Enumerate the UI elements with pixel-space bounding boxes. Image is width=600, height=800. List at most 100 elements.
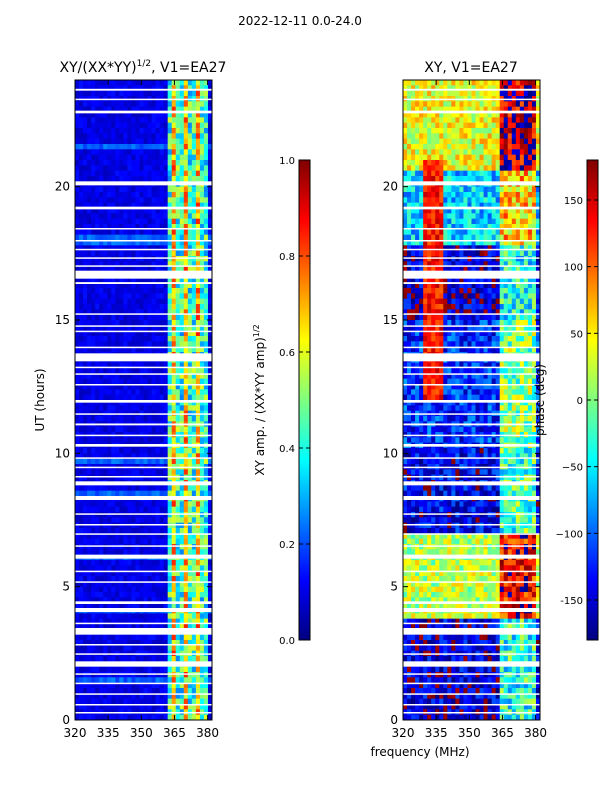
phase-cell <box>427 133 432 140</box>
amplitude-cell <box>191 234 197 241</box>
amplitude-cell <box>203 197 209 204</box>
amplitude-cell <box>131 672 137 678</box>
amplitude-cell <box>183 304 189 310</box>
phase-cell <box>487 160 493 166</box>
amplitude-cell <box>83 458 88 465</box>
amplitude-cell <box>195 666 201 673</box>
amplitude-cell <box>151 613 157 620</box>
amplitude-cell <box>95 597 100 604</box>
phase-cell <box>431 154 436 161</box>
amplitude-cell <box>103 704 108 710</box>
amplitude-cell <box>139 165 145 172</box>
amplitude-cell <box>103 170 108 177</box>
amplitude-cell <box>99 320 104 326</box>
amplitude-cell <box>199 293 205 300</box>
amplitude-cell <box>107 240 112 246</box>
amplitude-cell <box>111 245 116 252</box>
y-tick-label: 20 <box>55 180 70 194</box>
amplitude-cell <box>111 106 116 113</box>
amplitude-cell <box>91 282 96 289</box>
amplitude-cell <box>207 309 212 316</box>
amplitude-cell <box>159 597 165 604</box>
amplitude-cell <box>83 506 88 513</box>
amplitude-cell <box>115 208 120 214</box>
amplitude-cell <box>183 597 189 604</box>
amplitude-cell <box>95 309 100 316</box>
phase-cell <box>471 117 477 124</box>
amplitude-cell <box>167 378 173 385</box>
amplitude-cell <box>199 314 205 321</box>
phase-cell <box>503 176 509 182</box>
amplitude-cell <box>123 106 128 113</box>
phase-cell <box>419 149 424 156</box>
phase-cell <box>447 122 452 129</box>
amplitude-cell <box>135 389 141 396</box>
amplitude-cell <box>103 325 108 332</box>
amplitude-cell <box>79 634 84 641</box>
amplitude-cell <box>187 400 193 406</box>
amplitude-cell <box>195 245 201 252</box>
amplitude-cell <box>195 560 201 566</box>
amplitude-cell <box>139 304 145 310</box>
amplitude-cell <box>131 704 137 710</box>
amplitude-cell <box>199 624 205 630</box>
phase-cell <box>535 106 540 113</box>
amplitude-cell <box>175 170 181 177</box>
amplitude-cell <box>143 314 149 321</box>
amplitude-cell <box>99 570 104 577</box>
amplitude-cell <box>179 277 185 284</box>
amplitude-cell <box>147 581 153 588</box>
amplitude-cell <box>199 677 205 684</box>
amplitude-cell <box>167 405 173 412</box>
amplitude-cell <box>207 570 212 577</box>
amplitude-cell <box>143 490 149 497</box>
amplitude-cell <box>191 288 197 294</box>
amplitude-cell <box>75 277 80 284</box>
amplitude-cell <box>75 80 80 86</box>
amplitude-cell <box>95 266 100 273</box>
amplitude-cell <box>199 277 205 284</box>
amplitude-cell <box>115 90 120 97</box>
phase-cell <box>491 133 497 140</box>
amplitude-cell <box>79 394 84 401</box>
phase-cell <box>435 80 440 86</box>
amplitude-cell <box>179 448 185 454</box>
phase-cell <box>443 112 448 118</box>
amplitude-cell <box>171 560 177 566</box>
amplitude-cell <box>95 213 100 220</box>
amplitude-cell <box>119 341 124 348</box>
amplitude-cell <box>191 656 197 662</box>
amplitude-cell <box>143 698 149 705</box>
amplitude-cell <box>107 597 112 604</box>
amplitude-cell <box>111 672 116 678</box>
phase-cell <box>495 197 501 204</box>
phase-cell <box>403 106 408 113</box>
phase-cell <box>527 154 533 161</box>
amplitude-cell <box>179 586 185 593</box>
amplitude-cell <box>127 304 133 310</box>
phase-cell <box>519 186 525 193</box>
amplitude-cell <box>119 549 124 556</box>
amplitude-cell <box>111 501 116 508</box>
amplitude-cell <box>159 256 165 262</box>
phase-cell <box>443 106 448 113</box>
amplitude-cell <box>91 293 96 300</box>
amplitude-cell <box>79 474 84 481</box>
amplitude-cell <box>91 384 96 390</box>
amplitude-cell <box>163 250 169 257</box>
phase-cell <box>495 133 501 140</box>
amplitude-cell <box>151 330 157 337</box>
amplitude-cell <box>103 250 108 257</box>
amplitude-cell <box>187 277 193 284</box>
amplitude-cell <box>171 378 177 385</box>
amplitude-cell <box>151 570 157 577</box>
amplitude-cell <box>83 394 88 401</box>
amplitude-cell <box>179 186 185 193</box>
amplitude-cell <box>111 224 116 230</box>
amplitude-cell <box>187 261 193 268</box>
amplitude-cell <box>75 698 80 705</box>
amplitude-cell <box>91 250 96 257</box>
amplitude-cell <box>163 416 169 422</box>
amplitude-cell <box>159 192 165 198</box>
amplitude-cell <box>135 618 141 625</box>
